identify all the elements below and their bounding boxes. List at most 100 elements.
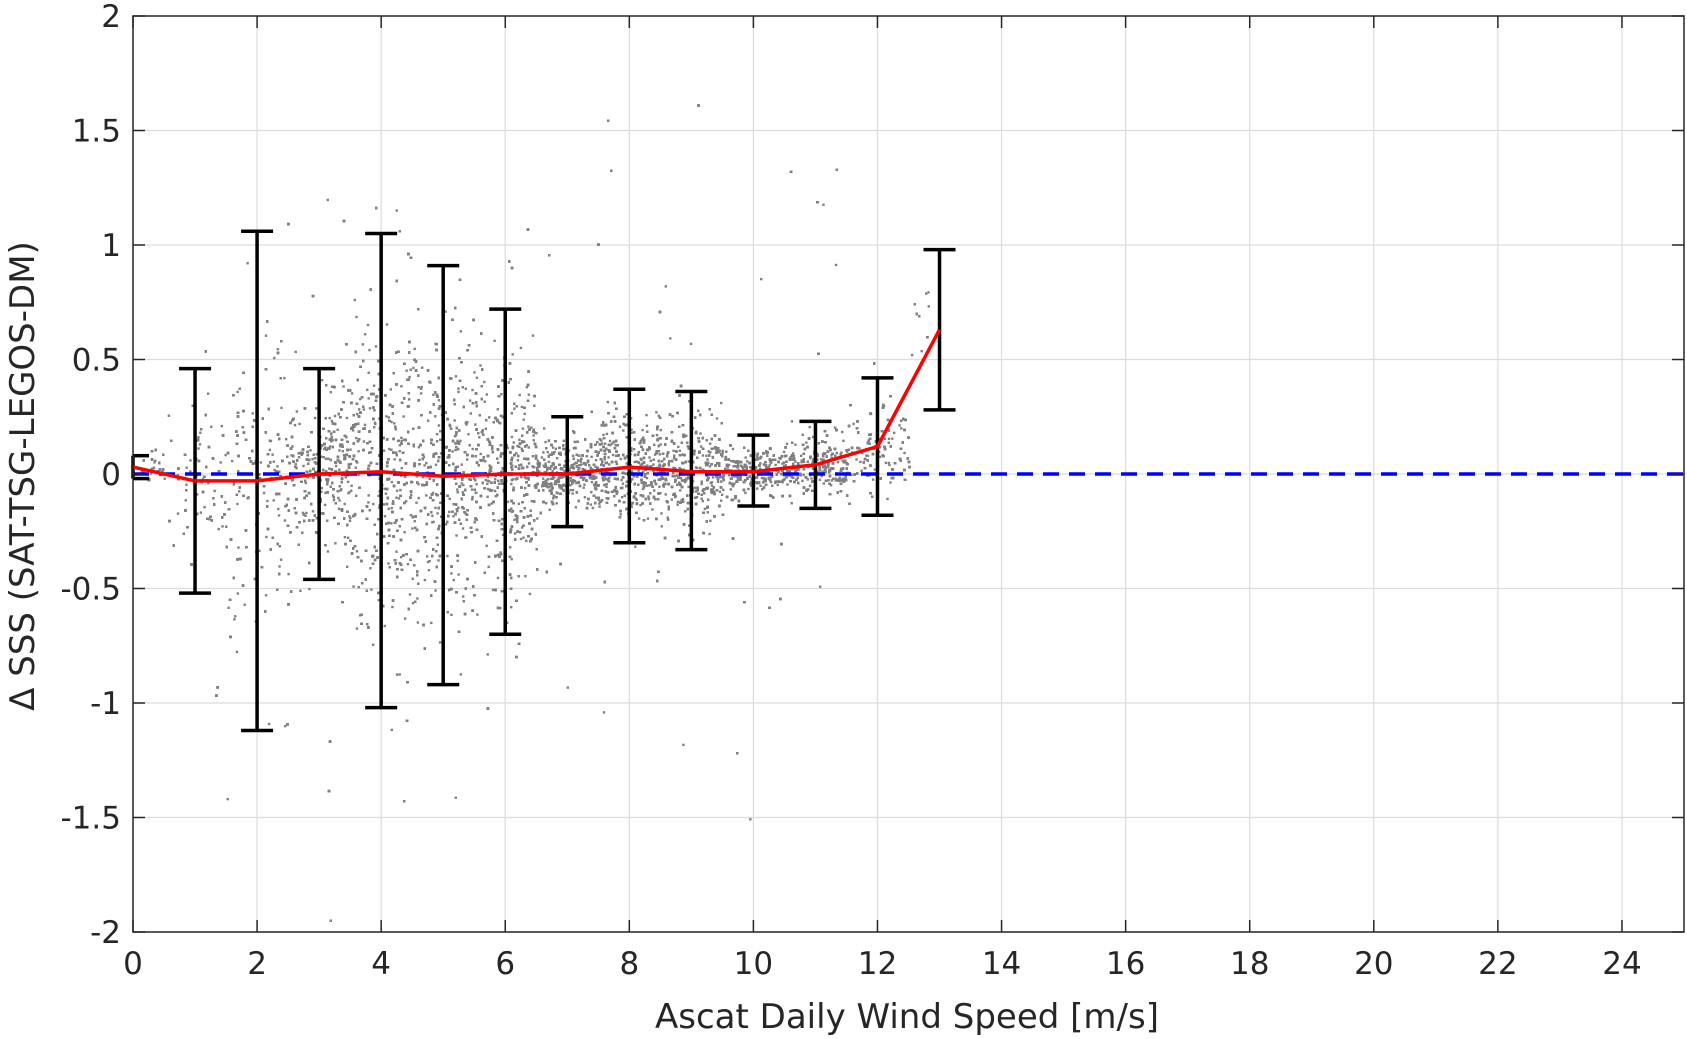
scatter-point: [855, 458, 858, 461]
scatter-point: [518, 393, 521, 397]
scatter-point: [499, 474, 503, 478]
scatter-point: [478, 436, 481, 439]
scatter-point: [377, 599, 380, 602]
scatter-point: [466, 458, 469, 461]
scatter-point: [224, 453, 227, 457]
scatter-point: [417, 446, 421, 449]
scatter-point: [331, 494, 335, 497]
scatter-point: [506, 500, 510, 503]
scatter-point: [873, 468, 877, 471]
scatter-point: [368, 407, 372, 410]
scatter-point: [834, 263, 838, 267]
scatter-point: [700, 480, 703, 483]
scatter-point: [434, 463, 438, 466]
scatter-point: [620, 496, 624, 499]
scatter-point: [167, 414, 171, 417]
scatter-point: [656, 425, 659, 429]
scatter-point: [572, 462, 576, 466]
scatter-point: [706, 511, 709, 514]
scatter-point: [518, 438, 521, 441]
scatter-point: [236, 592, 239, 595]
scatter-point: [527, 393, 530, 396]
scatter-point: [234, 615, 237, 618]
scatter-point: [471, 388, 474, 392]
scatter-point: [681, 453, 684, 456]
scatter-point: [647, 497, 650, 500]
scatter-point: [887, 461, 891, 465]
scatter-point: [311, 510, 315, 513]
scatter-point: [736, 478, 739, 481]
scatter-point: [646, 517, 650, 520]
scatter-point: [327, 457, 330, 460]
scatter-point: [517, 464, 521, 467]
scatter-point: [888, 463, 891, 467]
scatter-point: [370, 588, 373, 591]
scatter-point: [467, 433, 470, 436]
scatter-point: [660, 525, 663, 528]
scatter-point: [479, 452, 482, 456]
scatter-point: [548, 508, 551, 511]
scatter-point: [351, 429, 355, 432]
scatter-point: [446, 554, 449, 558]
scatter-point: [793, 467, 797, 471]
scatter-point: [667, 518, 670, 521]
scatter-point: [699, 432, 702, 435]
scatter-point: [498, 421, 501, 424]
scatter-point: [359, 397, 362, 401]
scatter-point: [705, 454, 708, 457]
scatter-point: [624, 472, 627, 475]
scatter-point: [221, 525, 224, 528]
scatter-point: [709, 488, 713, 491]
scatter-point: [432, 452, 435, 456]
scatter-point: [446, 456, 449, 459]
scatter-point: [516, 459, 520, 462]
scatter-point: [760, 476, 764, 480]
scatter-point: [301, 511, 305, 515]
scatter-point: [490, 502, 493, 505]
scatter-point: [227, 606, 230, 609]
scatter-point: [630, 428, 633, 431]
scatter-point: [809, 457, 812, 460]
scatter-point: [781, 481, 784, 484]
scatter-point: [207, 482, 210, 485]
scatter-point: [457, 573, 460, 576]
scatter-point: [483, 380, 486, 384]
scatter-point: [328, 467, 331, 470]
scatter-point: [343, 502, 346, 506]
scatter-point: [395, 496, 398, 499]
scatter-point: [395, 489, 399, 492]
scatter-point: [797, 468, 800, 471]
scatter-point: [597, 498, 600, 501]
scatter-point: [341, 450, 344, 453]
scatter-point: [678, 481, 681, 484]
scatter-point: [350, 484, 353, 487]
scatter-point: [522, 418, 525, 421]
scatter-point: [487, 565, 490, 569]
scatter-point: [404, 617, 407, 620]
scatter-point: [468, 399, 472, 402]
scatter-point: [400, 466, 403, 470]
scatter-point: [821, 453, 825, 456]
scatter-point: [338, 468, 341, 471]
scatter-point: [785, 442, 789, 446]
scatter-point: [434, 415, 437, 418]
scatter-point: [722, 488, 725, 492]
scatter-point: [762, 479, 766, 483]
scatter-point: [522, 536, 525, 539]
scatter-point: [756, 487, 759, 490]
scatter-point: [383, 624, 386, 628]
scatter-point: [315, 407, 318, 410]
scatter-point: [591, 506, 595, 510]
scatter-point: [558, 486, 561, 489]
scatter-point: [887, 429, 891, 432]
scatter-point: [393, 422, 396, 425]
scatter-point: [378, 417, 381, 420]
scatter-point: [794, 460, 797, 463]
scatter-point: [398, 450, 401, 453]
scatter-point: [608, 439, 612, 443]
scatter-point: [573, 440, 576, 444]
scatter-point: [383, 515, 387, 518]
scatter-point: [418, 458, 421, 462]
scatter-point: [823, 464, 826, 467]
scatter-point: [469, 412, 472, 415]
